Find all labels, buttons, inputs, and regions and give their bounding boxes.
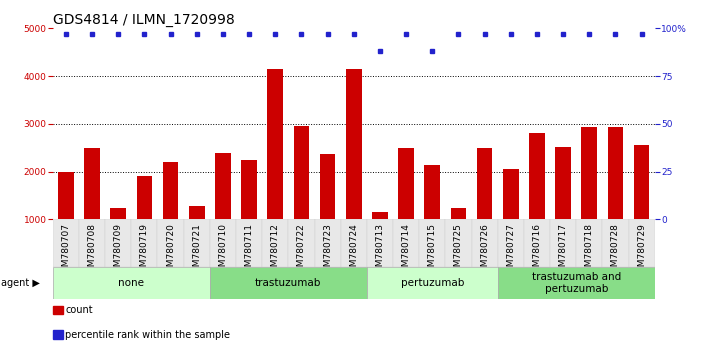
Text: GSM780717: GSM780717 xyxy=(558,223,567,278)
Bar xyxy=(550,219,576,267)
Bar xyxy=(582,127,597,219)
Bar xyxy=(184,219,210,267)
Text: GSM780708: GSM780708 xyxy=(87,223,96,278)
Bar xyxy=(398,148,414,219)
Text: GSM780718: GSM780718 xyxy=(585,223,593,278)
Text: GSM780723: GSM780723 xyxy=(323,223,332,278)
Bar xyxy=(79,219,105,267)
Text: GSM780714: GSM780714 xyxy=(401,223,410,278)
Bar xyxy=(451,207,466,219)
Text: GSM780715: GSM780715 xyxy=(428,223,436,278)
Text: agent ▶: agent ▶ xyxy=(1,278,39,288)
Bar xyxy=(320,154,335,219)
Text: GSM780709: GSM780709 xyxy=(114,223,122,278)
Bar xyxy=(111,207,126,219)
Text: GDS4814 / ILMN_1720998: GDS4814 / ILMN_1720998 xyxy=(53,13,234,27)
Bar xyxy=(634,145,650,219)
Bar xyxy=(367,267,498,299)
Bar xyxy=(58,172,74,219)
Text: pertuzumab: pertuzumab xyxy=(401,278,464,288)
Bar xyxy=(419,219,446,267)
Text: GSM780712: GSM780712 xyxy=(271,223,279,278)
Bar xyxy=(524,219,550,267)
Text: percentile rank within the sample: percentile rank within the sample xyxy=(65,330,230,340)
Bar xyxy=(446,219,472,267)
Bar xyxy=(189,206,205,219)
Text: trastuzumab and
pertuzumab: trastuzumab and pertuzumab xyxy=(532,272,621,294)
Bar xyxy=(53,267,210,299)
Bar xyxy=(341,219,367,267)
Text: trastuzumab: trastuzumab xyxy=(255,278,322,288)
Bar xyxy=(215,153,231,219)
Bar xyxy=(477,148,493,219)
Text: GSM780711: GSM780711 xyxy=(244,223,253,278)
Bar xyxy=(84,148,100,219)
Text: GSM780707: GSM780707 xyxy=(61,223,70,278)
Bar xyxy=(576,219,603,267)
Text: GSM780721: GSM780721 xyxy=(192,223,201,278)
Bar xyxy=(472,219,498,267)
Bar xyxy=(315,219,341,267)
Bar xyxy=(294,126,309,219)
Bar xyxy=(425,165,440,219)
Text: GSM780728: GSM780728 xyxy=(611,223,620,278)
Bar xyxy=(603,219,629,267)
Text: GSM780727: GSM780727 xyxy=(506,223,515,278)
Text: GSM780724: GSM780724 xyxy=(349,223,358,278)
Bar xyxy=(393,219,419,267)
Bar xyxy=(372,212,388,219)
Bar xyxy=(498,267,655,299)
Text: GSM780719: GSM780719 xyxy=(140,223,149,278)
Bar xyxy=(158,219,184,267)
Text: count: count xyxy=(65,305,93,315)
Bar xyxy=(53,219,79,267)
Bar xyxy=(163,162,178,219)
Text: GSM780726: GSM780726 xyxy=(480,223,489,278)
Bar xyxy=(105,219,132,267)
Text: GSM780710: GSM780710 xyxy=(218,223,227,278)
Bar xyxy=(503,169,519,219)
Text: GSM780720: GSM780720 xyxy=(166,223,175,278)
Bar xyxy=(529,133,545,219)
Text: GSM780713: GSM780713 xyxy=(375,223,384,278)
Bar xyxy=(268,69,283,219)
Bar xyxy=(629,219,655,267)
Bar xyxy=(210,219,236,267)
Bar xyxy=(137,176,152,219)
Bar xyxy=(210,267,367,299)
Bar xyxy=(236,219,262,267)
Bar xyxy=(608,127,623,219)
Text: GSM780722: GSM780722 xyxy=(297,223,306,278)
Bar xyxy=(346,69,362,219)
Bar xyxy=(241,160,257,219)
Bar xyxy=(367,219,393,267)
Text: GSM780725: GSM780725 xyxy=(454,223,463,278)
Bar xyxy=(555,147,571,219)
Bar xyxy=(262,219,289,267)
Text: GSM780716: GSM780716 xyxy=(532,223,541,278)
Bar xyxy=(289,219,315,267)
Bar xyxy=(132,219,158,267)
Text: none: none xyxy=(118,278,144,288)
Text: GSM780729: GSM780729 xyxy=(637,223,646,278)
Bar xyxy=(498,219,524,267)
